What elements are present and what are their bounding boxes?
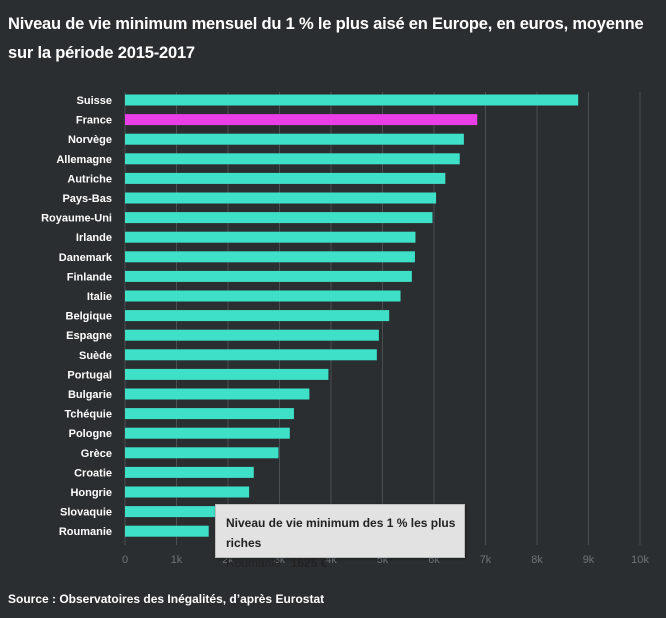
bar[interactable] — [125, 290, 401, 302]
category-label: Belgique — [66, 311, 112, 323]
tooltip-title: Niveau de vie minimum des 1 % les plus r… — [226, 516, 456, 550]
tooltip-label: Roumanie : — [226, 556, 291, 570]
x-tick-label: 0 — [122, 554, 128, 566]
bar[interactable] — [125, 231, 416, 243]
bar[interactable] — [125, 212, 433, 224]
category-label: Pays-Bas — [62, 193, 112, 205]
bar[interactable] — [125, 251, 415, 263]
bar[interactable] — [125, 427, 290, 439]
x-tick-label: 1k — [171, 554, 183, 566]
x-tick-label: 7k — [480, 554, 492, 566]
bar[interactable] — [125, 133, 464, 145]
category-label: Slovaquie — [60, 507, 112, 519]
category-label: Croatie — [74, 467, 112, 479]
bar[interactable] — [125, 368, 329, 380]
bar[interactable] — [125, 172, 446, 184]
bar[interactable] — [125, 153, 460, 165]
bar[interactable] — [125, 329, 379, 341]
bar[interactable] — [125, 114, 478, 126]
tooltip-value: 1625 € — [290, 556, 328, 570]
category-label: Pologne — [69, 428, 112, 440]
bar[interactable] — [125, 447, 279, 459]
bar[interactable] — [125, 388, 310, 400]
category-label: Allemagne — [56, 154, 112, 166]
category-label: Finlande — [67, 271, 112, 283]
category-label: Espagne — [66, 330, 112, 342]
bar[interactable] — [125, 506, 239, 518]
category-label: Roumanie — [59, 526, 112, 538]
bars — [125, 94, 579, 537]
category-label: France — [76, 115, 112, 127]
x-tick-label: 10k — [631, 554, 649, 566]
category-label: Italie — [87, 291, 112, 303]
tooltip-body: Roumanie : 1625 € — [226, 553, 464, 573]
bar[interactable] — [125, 408, 294, 420]
category-label: Danemark — [59, 252, 113, 264]
category-label: Autriche — [67, 173, 112, 185]
bar[interactable] — [125, 310, 390, 322]
category-label: Tchéquie — [65, 409, 112, 421]
category-label: Suisse — [77, 95, 112, 107]
category-label: Grèce — [81, 448, 112, 460]
category-label: Royaume-Uni — [41, 213, 112, 225]
bar[interactable] — [125, 525, 209, 537]
bar[interactable] — [125, 94, 579, 106]
bar[interactable] — [125, 349, 377, 361]
bar[interactable] — [125, 270, 412, 282]
category-label: Irlande — [76, 232, 112, 244]
bar[interactable] — [125, 466, 254, 478]
category-label: Suède — [79, 350, 112, 362]
category-label: Portugal — [67, 369, 112, 381]
bar[interactable] — [125, 486, 250, 498]
chart-title: Niveau de vie minimum mensuel du 1 % le … — [8, 15, 644, 62]
category-label: Hongrie — [70, 487, 112, 499]
x-tick-label: 8k — [531, 554, 543, 566]
x-tick-label: 9k — [583, 554, 595, 566]
category-label: Norvège — [68, 134, 112, 146]
bar[interactable] — [125, 192, 437, 204]
category-labels: Suisse France Norvège Allemagne Autriche Pays… — [41, 95, 113, 538]
source-note: Source : Observatoires des Inégalités, d… — [8, 592, 325, 606]
tooltip: Niveau de vie minimum des 1 % les plus r… — [215, 504, 465, 570]
category-label: Bulgarie — [68, 389, 112, 401]
